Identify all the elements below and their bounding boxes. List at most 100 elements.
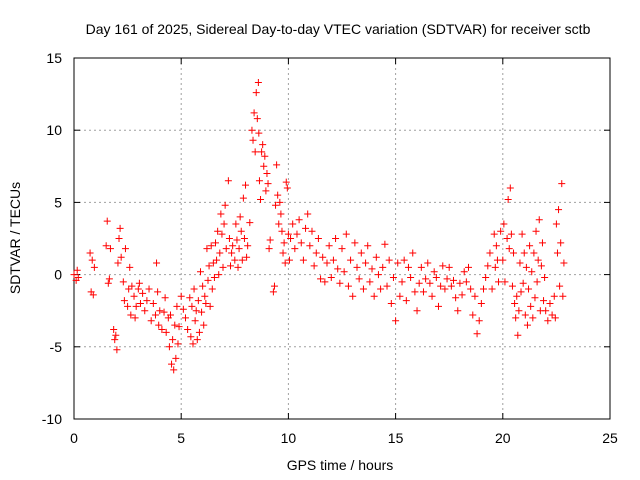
data-point xyxy=(291,245,299,253)
data-point xyxy=(362,259,370,267)
data-point xyxy=(114,259,122,267)
data-point xyxy=(217,210,225,218)
data-point xyxy=(413,307,421,315)
data-point xyxy=(199,282,207,290)
data-point xyxy=(128,282,136,290)
data-point xyxy=(105,275,113,283)
data-point xyxy=(372,253,380,261)
data-point xyxy=(274,191,282,199)
x-tick-label: 15 xyxy=(388,430,404,446)
data-point xyxy=(355,275,363,283)
data-point xyxy=(210,273,218,281)
data-point xyxy=(251,148,259,156)
data-point xyxy=(243,253,251,261)
data-point xyxy=(532,227,540,235)
data-point xyxy=(88,256,96,264)
data-point xyxy=(396,292,404,300)
data-point xyxy=(327,273,335,281)
data-point xyxy=(173,302,181,310)
data-point xyxy=(141,307,149,315)
data-point xyxy=(351,239,359,247)
data-point xyxy=(104,279,112,287)
data-point xyxy=(550,292,558,300)
data-point xyxy=(161,294,169,302)
data-point xyxy=(299,256,307,264)
data-point xyxy=(535,216,543,224)
data-point xyxy=(110,325,118,333)
data-point xyxy=(248,126,256,134)
data-point xyxy=(147,317,155,325)
data-point xyxy=(124,302,132,310)
data-point xyxy=(511,299,519,307)
data-point xyxy=(469,311,477,319)
data-point xyxy=(432,273,440,281)
y-tick-labels: -10 -5 0 5 10 15 xyxy=(42,50,62,427)
data-point xyxy=(103,217,111,225)
data-point xyxy=(145,285,153,293)
data-point xyxy=(196,268,204,276)
data-point xyxy=(553,249,561,257)
data-point xyxy=(126,263,134,271)
data-point xyxy=(184,325,192,333)
data-point xyxy=(179,305,187,313)
data-point xyxy=(344,282,352,290)
data-point xyxy=(486,249,494,257)
data-point xyxy=(149,299,157,307)
data-point xyxy=(191,317,199,325)
data-point xyxy=(181,314,189,322)
data-point xyxy=(325,242,333,250)
data-point xyxy=(90,263,98,271)
data-point xyxy=(116,224,124,232)
data-point xyxy=(227,262,235,270)
data-point xyxy=(262,187,270,195)
y-tick-label: -5 xyxy=(50,339,63,355)
data-point xyxy=(174,340,182,348)
data-point xyxy=(125,285,133,293)
data-point xyxy=(189,340,197,348)
data-point xyxy=(546,299,554,307)
data-point xyxy=(518,230,526,238)
data-point xyxy=(201,292,209,300)
data-point xyxy=(250,109,258,117)
data-point xyxy=(398,278,406,286)
data-point xyxy=(415,279,423,287)
data-point xyxy=(558,180,566,188)
data-point xyxy=(194,297,202,305)
x-tick-labels: 0 5 10 15 20 25 xyxy=(70,430,618,446)
data-point xyxy=(190,285,198,293)
data-point xyxy=(310,262,318,270)
data-point xyxy=(428,292,436,300)
data-point xyxy=(332,235,340,242)
data-point xyxy=(477,299,485,307)
data-point xyxy=(411,288,419,296)
data-point xyxy=(168,360,176,368)
data-point xyxy=(512,314,520,322)
data-point xyxy=(482,273,490,281)
data-point xyxy=(111,336,119,344)
data-point xyxy=(499,256,507,264)
y-tick-label: 15 xyxy=(46,50,62,66)
data-point xyxy=(336,279,344,287)
data-point xyxy=(156,307,164,315)
data-point xyxy=(265,245,273,253)
data-point xyxy=(216,249,224,257)
data-point xyxy=(452,294,460,302)
data-point xyxy=(102,242,110,250)
data-point xyxy=(347,256,355,264)
data-point xyxy=(165,343,173,351)
data-point xyxy=(507,230,515,238)
plot-frame xyxy=(73,57,611,420)
data-point xyxy=(475,317,483,325)
data-point xyxy=(353,263,361,271)
data-point xyxy=(471,292,479,300)
data-point xyxy=(488,285,496,293)
data-point xyxy=(456,279,464,287)
data-point xyxy=(552,220,560,228)
data-point xyxy=(215,271,223,279)
data-point xyxy=(121,245,129,253)
data-point xyxy=(366,278,374,286)
data-point xyxy=(275,220,283,228)
data-point xyxy=(231,256,239,264)
data-point xyxy=(525,285,533,293)
